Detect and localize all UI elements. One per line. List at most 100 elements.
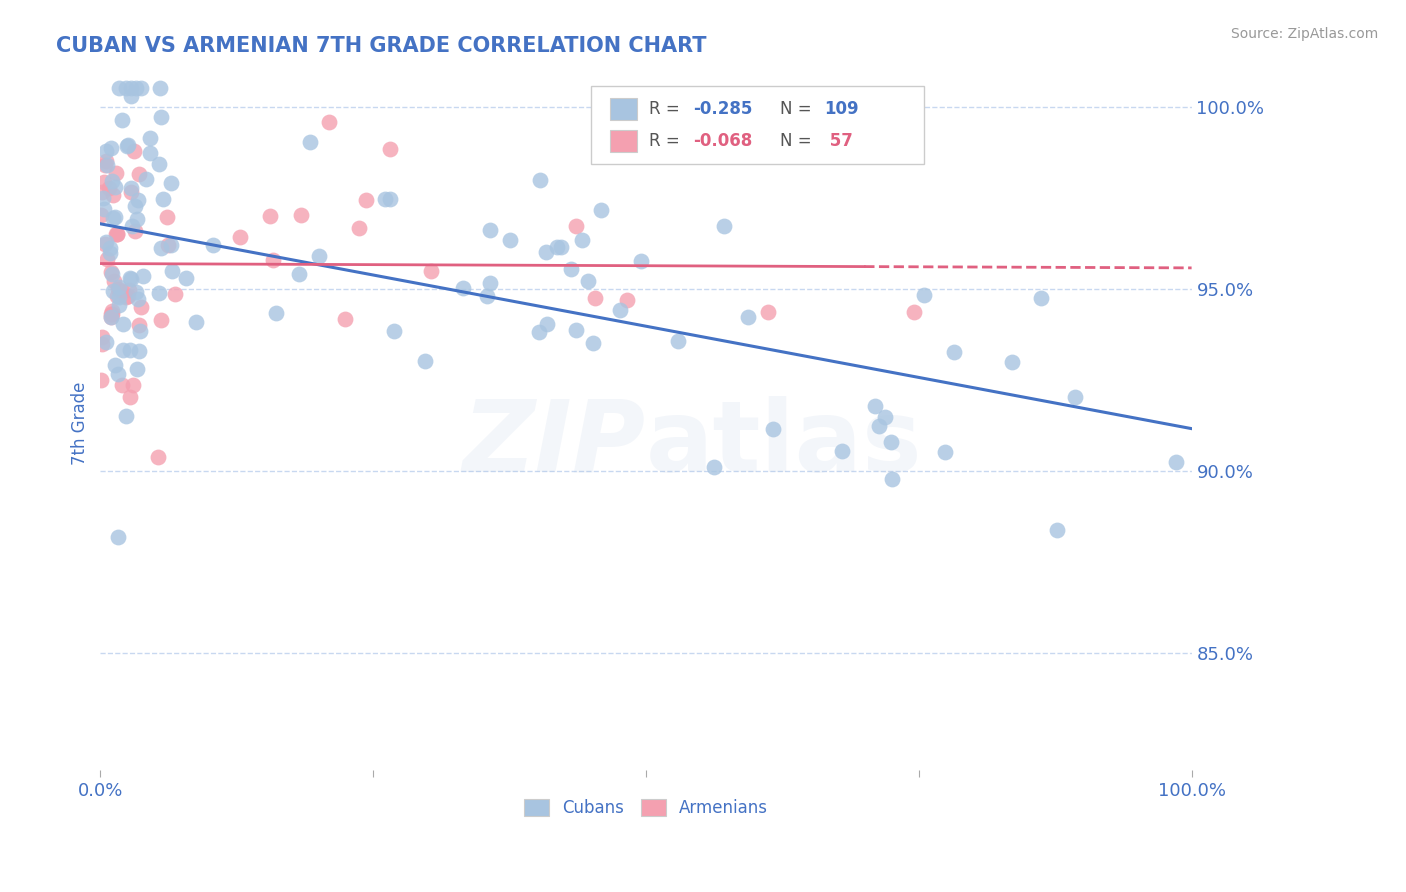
Point — [534, 245, 557, 260]
Point — [1064, 391, 1087, 405]
Point — [868, 419, 890, 434]
Point — [174, 271, 197, 285]
Point — [201, 238, 224, 252]
Text: N =: N = — [780, 100, 817, 119]
Point — [157, 238, 180, 252]
Point — [131, 300, 153, 314]
Point — [100, 141, 122, 155]
Point — [378, 142, 401, 156]
Point — [111, 377, 134, 392]
Point — [103, 211, 125, 226]
Point — [138, 130, 160, 145]
Point — [98, 241, 121, 255]
Point — [299, 136, 322, 150]
Point — [122, 145, 145, 159]
Point — [111, 284, 134, 298]
Point — [90, 208, 112, 222]
Point — [120, 272, 142, 286]
Point — [105, 227, 128, 242]
Text: atlas: atlas — [645, 396, 922, 493]
Point — [94, 158, 117, 172]
Y-axis label: 7th Grade: 7th Grade — [72, 382, 89, 466]
Point — [118, 283, 141, 297]
Text: 109: 109 — [824, 100, 859, 119]
Point — [527, 326, 550, 340]
Point — [96, 153, 118, 168]
Point — [550, 240, 572, 254]
Point — [378, 192, 401, 206]
Point — [880, 435, 903, 450]
Point — [138, 146, 160, 161]
Point — [529, 172, 551, 186]
Point — [127, 211, 149, 226]
Point — [156, 211, 179, 225]
Point — [160, 237, 183, 252]
Point — [451, 281, 474, 295]
Text: ZIP: ZIP — [463, 396, 645, 493]
Point — [288, 267, 311, 281]
Point — [101, 174, 124, 188]
Point — [290, 208, 312, 222]
Point — [756, 304, 779, 318]
Point — [150, 241, 173, 255]
Point — [107, 367, 129, 381]
Point — [1029, 291, 1052, 305]
Text: N =: N = — [780, 132, 817, 150]
Point — [420, 264, 443, 278]
Point — [94, 144, 117, 158]
Point — [96, 252, 118, 266]
Point — [96, 158, 118, 172]
Point — [108, 290, 131, 304]
Text: -0.285: -0.285 — [693, 100, 752, 119]
Point — [96, 235, 118, 250]
Point — [94, 236, 117, 251]
Point — [101, 307, 124, 321]
Point — [162, 264, 184, 278]
Point — [536, 317, 558, 331]
Point — [122, 377, 145, 392]
Text: 57: 57 — [824, 132, 852, 150]
Point — [105, 288, 128, 302]
Point — [90, 373, 112, 387]
Point — [354, 193, 377, 207]
Point — [148, 157, 170, 171]
Point — [576, 274, 599, 288]
Text: R =: R = — [650, 132, 685, 150]
Point — [125, 81, 148, 95]
Point — [91, 191, 114, 205]
Point — [132, 269, 155, 284]
Point — [609, 302, 631, 317]
Point — [582, 335, 605, 350]
Point — [184, 315, 207, 329]
Point — [93, 175, 115, 189]
Point — [91, 336, 114, 351]
Point — [117, 289, 139, 303]
Point — [100, 245, 122, 260]
Point — [152, 192, 174, 206]
Point — [903, 305, 925, 319]
Point — [1001, 355, 1024, 369]
Point — [127, 193, 149, 207]
Point — [120, 390, 142, 404]
Point — [93, 202, 115, 216]
Point — [571, 233, 593, 247]
Point — [762, 422, 785, 436]
Point — [103, 274, 125, 288]
Point — [100, 265, 122, 279]
Point — [120, 185, 142, 199]
Point — [863, 399, 886, 413]
Point — [499, 233, 522, 247]
Point — [149, 81, 172, 95]
Bar — [610, 130, 637, 153]
Text: R =: R = — [650, 100, 685, 119]
Point — [148, 450, 170, 464]
Point — [104, 180, 127, 194]
Point — [703, 459, 725, 474]
Point — [943, 345, 966, 359]
Point — [831, 444, 853, 458]
Point — [100, 310, 122, 324]
Point — [713, 219, 735, 233]
Point — [413, 354, 436, 368]
Point — [374, 192, 396, 206]
Point — [115, 139, 138, 153]
